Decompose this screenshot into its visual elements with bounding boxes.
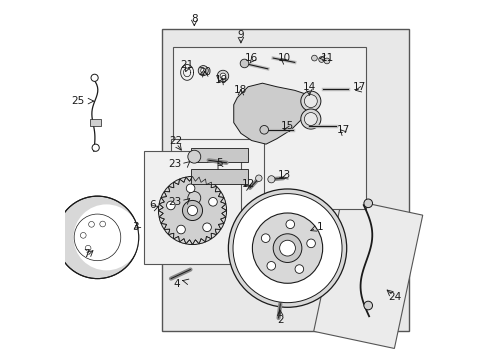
Circle shape	[201, 68, 205, 73]
Polygon shape	[158, 176, 226, 244]
Circle shape	[56, 196, 139, 279]
Circle shape	[267, 176, 274, 183]
Circle shape	[158, 176, 226, 244]
Text: 17: 17	[336, 125, 349, 135]
Circle shape	[186, 184, 195, 193]
Text: 6: 6	[149, 200, 156, 210]
Circle shape	[294, 265, 303, 273]
Text: 2: 2	[277, 315, 283, 325]
Circle shape	[300, 91, 320, 111]
Text: 20: 20	[198, 67, 211, 77]
Circle shape	[208, 198, 217, 206]
Circle shape	[266, 261, 275, 270]
Text: 23: 23	[167, 159, 181, 169]
Circle shape	[260, 126, 268, 134]
Bar	[90, 119, 101, 126]
Circle shape	[363, 199, 372, 208]
Text: 19: 19	[214, 75, 227, 85]
Text: 25: 25	[72, 96, 85, 106]
Circle shape	[252, 213, 322, 283]
Circle shape	[228, 189, 346, 307]
Text: 22: 22	[169, 136, 183, 145]
Polygon shape	[190, 169, 247, 184]
Circle shape	[176, 225, 185, 234]
Circle shape	[187, 192, 201, 204]
Circle shape	[304, 95, 317, 108]
Text: 24: 24	[387, 292, 401, 302]
Text: 1: 1	[316, 222, 323, 231]
Circle shape	[88, 221, 94, 227]
Circle shape	[273, 234, 301, 262]
Text: 21: 21	[180, 60, 193, 70]
Bar	[172, 47, 366, 209]
Circle shape	[217, 70, 228, 82]
Circle shape	[279, 240, 295, 256]
Polygon shape	[233, 83, 308, 144]
Text: 5: 5	[216, 158, 222, 168]
Circle shape	[203, 223, 211, 231]
Circle shape	[182, 201, 202, 221]
Bar	[162, 30, 408, 330]
Bar	[144, 151, 241, 264]
Circle shape	[80, 233, 86, 238]
Circle shape	[100, 221, 105, 227]
Circle shape	[92, 144, 99, 151]
Text: 8: 8	[191, 14, 197, 24]
Circle shape	[363, 301, 372, 310]
Circle shape	[300, 109, 320, 129]
Text: 23: 23	[167, 197, 181, 207]
Circle shape	[91, 74, 98, 81]
Circle shape	[324, 58, 329, 64]
Text: 10: 10	[277, 53, 290, 63]
Circle shape	[85, 246, 91, 251]
Bar	[171, 139, 264, 218]
Text: 9: 9	[237, 30, 244, 40]
Circle shape	[261, 234, 269, 243]
Circle shape	[166, 201, 175, 210]
Text: 17: 17	[352, 82, 365, 92]
Text: 18: 18	[234, 85, 247, 95]
Text: 14: 14	[302, 82, 315, 92]
Circle shape	[306, 239, 315, 248]
Circle shape	[187, 206, 197, 216]
Text: 11: 11	[320, 53, 333, 63]
Circle shape	[240, 59, 248, 68]
Circle shape	[233, 194, 341, 303]
Polygon shape	[313, 198, 422, 348]
Circle shape	[187, 150, 201, 163]
Text: 7: 7	[83, 248, 90, 258]
Text: 12: 12	[241, 179, 254, 189]
Text: 16: 16	[244, 53, 258, 63]
Text: 15: 15	[280, 121, 294, 131]
Circle shape	[304, 113, 317, 126]
Text: 4: 4	[173, 279, 179, 289]
Circle shape	[285, 220, 294, 229]
Circle shape	[73, 204, 139, 270]
Polygon shape	[190, 148, 247, 162]
Text: 3: 3	[132, 222, 138, 231]
Text: 13: 13	[277, 170, 290, 180]
Circle shape	[198, 66, 208, 76]
Circle shape	[255, 175, 262, 181]
Circle shape	[311, 55, 317, 61]
Circle shape	[220, 73, 225, 79]
Circle shape	[318, 57, 324, 62]
